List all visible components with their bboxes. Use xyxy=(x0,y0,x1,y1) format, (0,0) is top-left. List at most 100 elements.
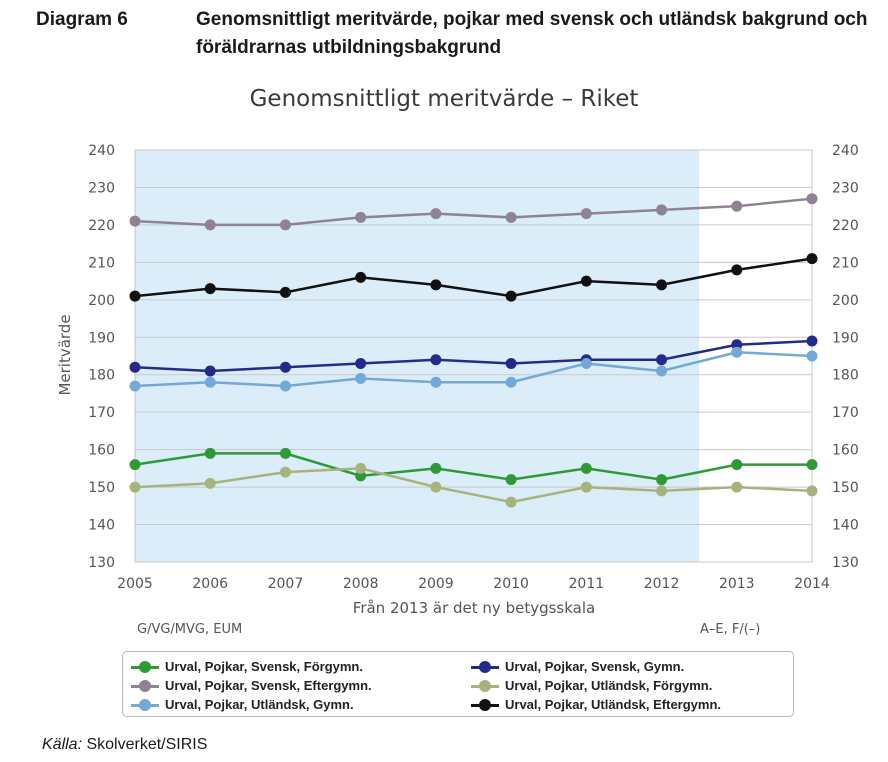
data-point xyxy=(355,372,367,384)
y-tick-label-left: 190 xyxy=(88,330,115,346)
y-tick-label-right: 240 xyxy=(832,143,859,159)
data-point xyxy=(204,477,216,489)
legend-label: Urval, Pojkar, Utländsk, Eftergymn. xyxy=(505,697,722,712)
y-tick-label-left: 180 xyxy=(88,368,115,384)
y-tick-label-right: 160 xyxy=(832,443,859,459)
diagram-heading: Genomsnittligt meritvärde, pojkar med sv… xyxy=(196,9,868,58)
series-line xyxy=(134,350,813,388)
data-point xyxy=(355,357,367,369)
data-point xyxy=(580,208,592,220)
data-point xyxy=(279,466,291,478)
legend-item: Urval, Pojkar, Utländsk, Eftergymn. xyxy=(471,696,721,713)
data-point xyxy=(505,474,517,486)
series-line xyxy=(134,452,812,481)
data-point xyxy=(806,350,818,362)
data-point xyxy=(656,485,668,497)
legend-label: Urval, Pojkar, Svensk, Förgymn. xyxy=(165,659,363,674)
old-grading-period-shading xyxy=(135,150,700,562)
data-point xyxy=(731,459,743,471)
data-point xyxy=(505,357,517,369)
data-point xyxy=(656,204,668,216)
y-tick-label-right: 170 xyxy=(832,405,859,421)
data-point xyxy=(430,279,442,291)
x-tick-label: 2006 xyxy=(192,576,228,592)
legend: Urval, Pojkar, Svensk, Förgymn. Urval, Po… xyxy=(122,651,794,717)
data-point xyxy=(279,380,291,392)
x-tick-label: 2013 xyxy=(719,576,755,592)
legend-label: Urval, Pojkar, Utländsk, Förgymn. xyxy=(505,678,713,693)
y-tick-label-left: 160 xyxy=(88,443,115,459)
series-group xyxy=(129,193,818,508)
series-line xyxy=(134,257,813,298)
data-point xyxy=(204,376,216,388)
data-point xyxy=(806,253,818,265)
data-point xyxy=(204,219,216,231)
y-tick-label-right: 130 xyxy=(832,555,859,571)
data-point xyxy=(129,215,141,227)
data-point xyxy=(806,335,818,347)
data-point xyxy=(656,354,668,366)
series-5 xyxy=(129,346,818,392)
x-tick-label: 2010 xyxy=(493,576,529,592)
x-tick-label: 2005 xyxy=(117,576,153,592)
x-tick-label: 2007 xyxy=(268,576,304,592)
data-point xyxy=(430,462,442,474)
data-point xyxy=(656,474,668,486)
source-line: Källa: Skolverket/SIRIS xyxy=(42,736,207,754)
data-point xyxy=(430,481,442,493)
legend-swatch xyxy=(131,698,159,711)
y-tick-label-right: 200 xyxy=(832,293,859,309)
y-tick-label-left: 210 xyxy=(88,255,115,271)
data-point xyxy=(505,376,517,388)
line-chart: 130 140 150 160 170 180 190 200 210 220 230 240 130… xyxy=(56,143,859,637)
chart-title: Genomsnittligt meritvärde – Riket xyxy=(249,86,639,112)
data-point xyxy=(129,459,141,471)
data-point xyxy=(656,365,668,377)
legend-item: Urval, Pojkar, Svensk, Gymn. xyxy=(471,658,684,675)
data-point xyxy=(580,275,592,287)
legend-label: Urval, Pojkar, Utländsk, Gymn. xyxy=(165,697,354,712)
series-line xyxy=(134,197,813,227)
data-point xyxy=(430,208,442,220)
y-tick-label-left: 240 xyxy=(88,143,115,159)
data-point xyxy=(279,361,291,373)
data-point xyxy=(204,365,216,377)
legend-label: Urval, Pojkar, Svensk, Gymn. xyxy=(505,659,685,674)
legend-swatch xyxy=(471,698,499,711)
diagram-label: Diagram 6 xyxy=(36,9,128,30)
data-point xyxy=(129,290,141,302)
data-point xyxy=(731,346,743,358)
y-tick-label-right: 210 xyxy=(832,255,859,271)
series-4 xyxy=(129,462,818,508)
x-tick-label: 2009 xyxy=(418,576,454,592)
data-point xyxy=(580,481,592,493)
series-1 xyxy=(129,447,818,486)
y-tick-label-right: 140 xyxy=(832,518,859,534)
data-point xyxy=(355,271,367,283)
data-point xyxy=(279,286,291,298)
data-point xyxy=(505,290,517,302)
legend-swatch xyxy=(471,679,499,692)
series-line xyxy=(134,339,813,373)
x-axis: 2005 2006 2007 2008 2009 2010 2011 2012 2013 2014 xyxy=(117,576,830,592)
data-point xyxy=(355,462,367,474)
y-tick-label-right: 190 xyxy=(832,330,859,346)
legend-swatch xyxy=(131,660,159,673)
data-point xyxy=(806,193,818,205)
y-tick-label-right: 180 xyxy=(832,368,859,384)
data-point xyxy=(580,357,592,369)
y-tick-label-left: 150 xyxy=(88,480,115,496)
data-point xyxy=(355,211,367,223)
data-point xyxy=(204,447,216,459)
series-6 xyxy=(129,253,818,302)
y-axis-left: 130 140 150 160 170 180 190 200 210 220 230 240 xyxy=(88,143,115,571)
x-tick-label: 2011 xyxy=(569,576,605,592)
data-point xyxy=(731,200,743,212)
y-tick-label-left: 170 xyxy=(88,405,115,421)
note-old-scale: G/VG/MVG, EUM xyxy=(137,622,242,637)
legend-item: Urval, Pojkar, Svensk, Eftergymn. xyxy=(131,677,372,694)
legend-label: Urval, Pojkar, Svensk, Eftergymn. xyxy=(165,678,372,693)
x-tick-label: 2014 xyxy=(794,576,830,592)
source-prefix: Källa: xyxy=(42,736,83,753)
data-point xyxy=(129,380,141,392)
